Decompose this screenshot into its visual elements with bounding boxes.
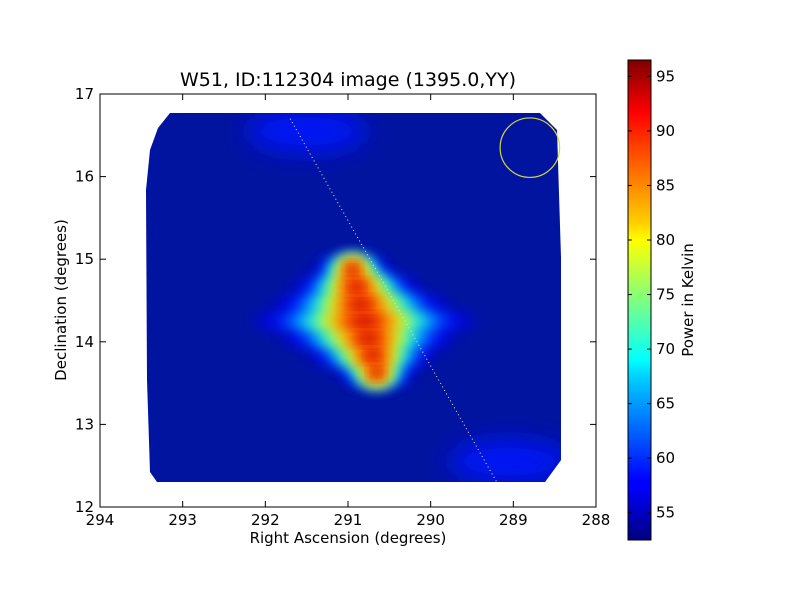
colorbar-tick-label: 70 bbox=[656, 340, 675, 358]
sidelobe bbox=[449, 439, 561, 482]
y-tick-label: 17 bbox=[75, 85, 94, 103]
fringe-band bbox=[146, 481, 561, 482]
y-tick-label: 12 bbox=[75, 498, 94, 516]
colorbar-tick-label: 60 bbox=[656, 449, 675, 467]
y-tick-label: 16 bbox=[75, 168, 94, 186]
fringe-band bbox=[146, 151, 561, 156]
fringe-band bbox=[146, 225, 561, 230]
source-contour bbox=[352, 300, 369, 308]
sidelobe bbox=[246, 113, 367, 154]
fringe-band bbox=[146, 399, 561, 404]
x-tick-label: 289 bbox=[499, 511, 528, 529]
fringe-band bbox=[146, 250, 561, 255]
beam-circle bbox=[499, 117, 561, 179]
source-contour bbox=[349, 266, 356, 274]
fringe-band bbox=[146, 113, 561, 115]
y-axis: 12 13 14 15 16 17 bbox=[75, 85, 596, 516]
x-tick-label: 294 bbox=[86, 511, 115, 529]
x-tick-label: 292 bbox=[251, 511, 280, 529]
source-contour bbox=[350, 283, 363, 291]
y-tick-label: 15 bbox=[75, 250, 94, 268]
x-tick-label: 290 bbox=[416, 511, 445, 529]
fringe-band bbox=[146, 192, 561, 197]
colorbar-label: Power in Kelvin bbox=[679, 243, 697, 357]
y-axis-label: Declination (degrees) bbox=[52, 219, 70, 381]
y-tick-label: 14 bbox=[75, 333, 94, 351]
fringe-band bbox=[146, 217, 561, 222]
fringe-band bbox=[146, 382, 561, 387]
fringe-band bbox=[146, 415, 561, 420]
heatmap-image bbox=[146, 113, 561, 482]
colorbar bbox=[627, 59, 652, 541]
colorbar-tick-label: 55 bbox=[656, 504, 675, 522]
colorbar-tick-label: 85 bbox=[656, 176, 675, 194]
x-axis: 294 293 292 291 290 289 288 bbox=[86, 94, 611, 529]
fringe-band bbox=[146, 440, 561, 445]
colorbar-tick-label: 80 bbox=[656, 231, 675, 249]
fringe-band bbox=[146, 391, 561, 396]
fringe-band bbox=[146, 143, 561, 148]
colorbar-tick-label: 65 bbox=[656, 395, 675, 413]
heatmap-source bbox=[254, 256, 475, 387]
fringe-band bbox=[146, 159, 561, 164]
fringe-band bbox=[146, 167, 561, 172]
y-tick-label: 13 bbox=[75, 415, 94, 433]
fringe-band bbox=[146, 201, 561, 206]
fringe-band bbox=[146, 176, 561, 181]
x-tick-label: 291 bbox=[334, 511, 363, 529]
source-contour bbox=[360, 334, 377, 342]
fringe-band bbox=[146, 465, 561, 470]
source-contour bbox=[366, 351, 379, 359]
track-line bbox=[289, 118, 498, 483]
x-tick-label: 288 bbox=[582, 511, 611, 529]
fringe-band bbox=[146, 432, 561, 437]
colorbar-ticks: 55 60 65 70 75 80 85 90 95 bbox=[628, 67, 675, 522]
source-contour bbox=[373, 368, 380, 376]
colorbar-tick-label: 95 bbox=[656, 67, 675, 85]
fringe-band bbox=[146, 473, 561, 478]
fringe-band bbox=[146, 457, 561, 462]
x-tick-label: 293 bbox=[168, 511, 197, 529]
colorbar-tick-label: 75 bbox=[656, 286, 675, 304]
fringe-band bbox=[146, 448, 561, 453]
source-contour bbox=[354, 317, 375, 325]
fringe-band bbox=[146, 424, 561, 429]
colorbar-tick-label: 90 bbox=[656, 122, 675, 140]
fringe-band bbox=[146, 234, 561, 239]
chart-title: W51, ID:112304 image (1395.0,YY) bbox=[180, 69, 516, 91]
fringe-band bbox=[146, 184, 561, 189]
fringe-band bbox=[146, 209, 561, 214]
fringe-band bbox=[146, 407, 561, 412]
fringe-band bbox=[146, 242, 561, 247]
x-axis-label: Right Ascension (degrees) bbox=[250, 529, 447, 547]
